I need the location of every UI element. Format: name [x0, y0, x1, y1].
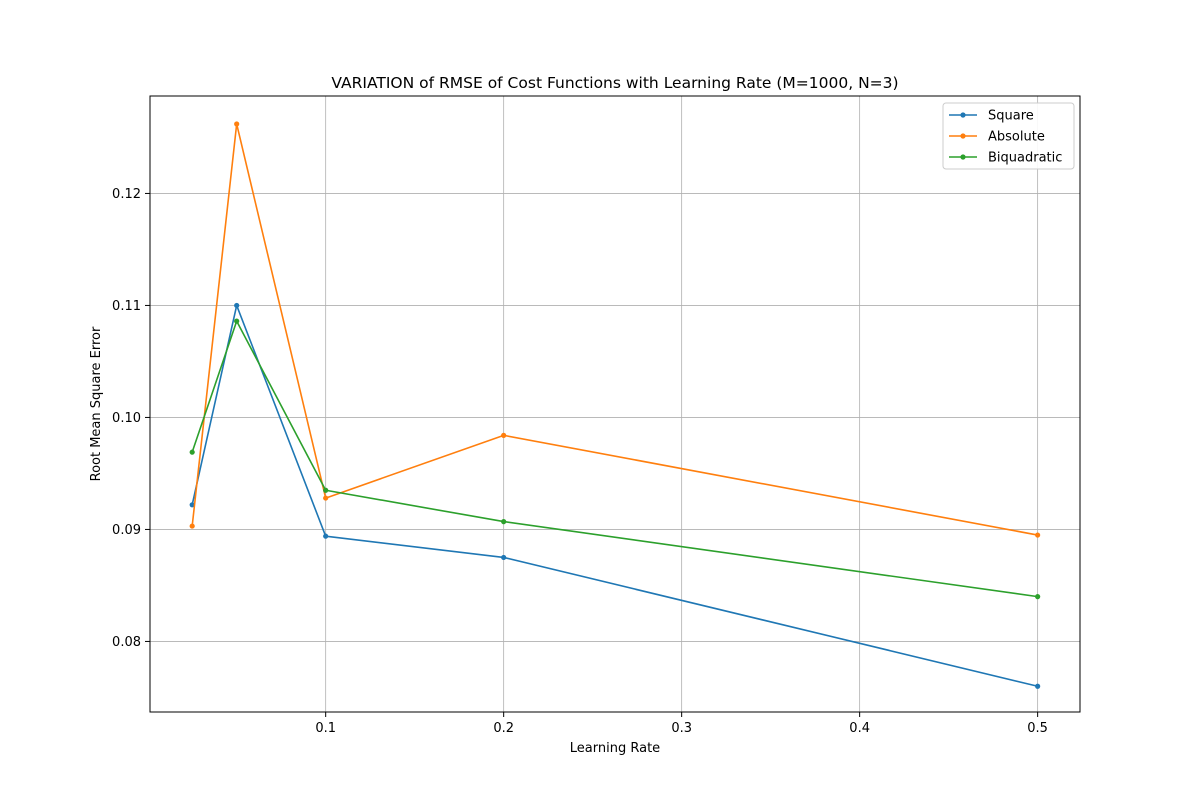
plot-frame: [149, 95, 1081, 713]
grid-lines: [150, 96, 1080, 712]
x-tick-label: 0.1: [315, 721, 336, 736]
legend-label-absolute: Absolute: [988, 130, 1045, 145]
legend-label-square: Square: [988, 109, 1034, 124]
data-point-square: [1035, 683, 1041, 689]
legend-item-square: Square: [949, 109, 1034, 124]
data-point-square: [323, 533, 329, 539]
y-tick-label: 0.09: [112, 523, 141, 538]
x-tick-label: 0.5: [1027, 721, 1048, 736]
chart-title: VARIATION of RMSE of Cost Functions with…: [331, 74, 898, 92]
data-point-biquadratic: [501, 519, 507, 525]
data-point-square: [501, 554, 507, 561]
x-tick-label: 0.3: [671, 721, 692, 736]
legend-label-biquadratic: Biquadratic: [988, 151, 1062, 166]
x-tick-label: 0.2: [493, 721, 514, 736]
data-point-absolute: [1035, 532, 1041, 538]
legend-item-absolute: Absolute: [949, 130, 1045, 145]
data-point-square: [234, 302, 240, 309]
data-point-absolute: [189, 523, 195, 529]
legend-marker-square: [960, 112, 966, 118]
data-point-biquadratic: [189, 449, 195, 455]
legend-marker-absolute: [960, 133, 966, 139]
data-point-absolute: [234, 121, 240, 127]
series-biquadratic: [189, 318, 1041, 600]
data-point-biquadratic: [323, 487, 329, 493]
data-point-absolute: [323, 495, 329, 501]
series-absolute: [189, 121, 1041, 538]
legend: Square Absolute Biquadratic: [942, 102, 1075, 170]
y-tick-label: 0.12: [112, 187, 141, 202]
y-axis: 0.08 0.09 0.10 0.11 0.12: [112, 187, 150, 650]
legend-item-biquadratic: Biquadratic: [949, 151, 1062, 166]
data-point-biquadratic: [1035, 594, 1041, 600]
data-point-biquadratic: [234, 318, 240, 324]
x-tick-label: 0.4: [849, 721, 870, 736]
y-tick-label: 0.10: [112, 411, 141, 426]
x-axis: 0.1 0.2 0.3 0.4 0.5: [315, 712, 1048, 736]
legend-marker-biquadratic: [960, 154, 966, 160]
legend-box: [942, 102, 1075, 170]
y-tick-label: 0.08: [112, 635, 141, 650]
y-tick-label: 0.11: [112, 299, 141, 314]
series-layer: [189, 121, 1041, 689]
series-square: [189, 302, 1041, 689]
data-point-square: [189, 502, 195, 508]
y-axis-label: Root Mean Square Error: [89, 326, 104, 481]
x-axis-label: Learning Rate: [570, 741, 660, 756]
data-point-absolute: [501, 432, 507, 438]
